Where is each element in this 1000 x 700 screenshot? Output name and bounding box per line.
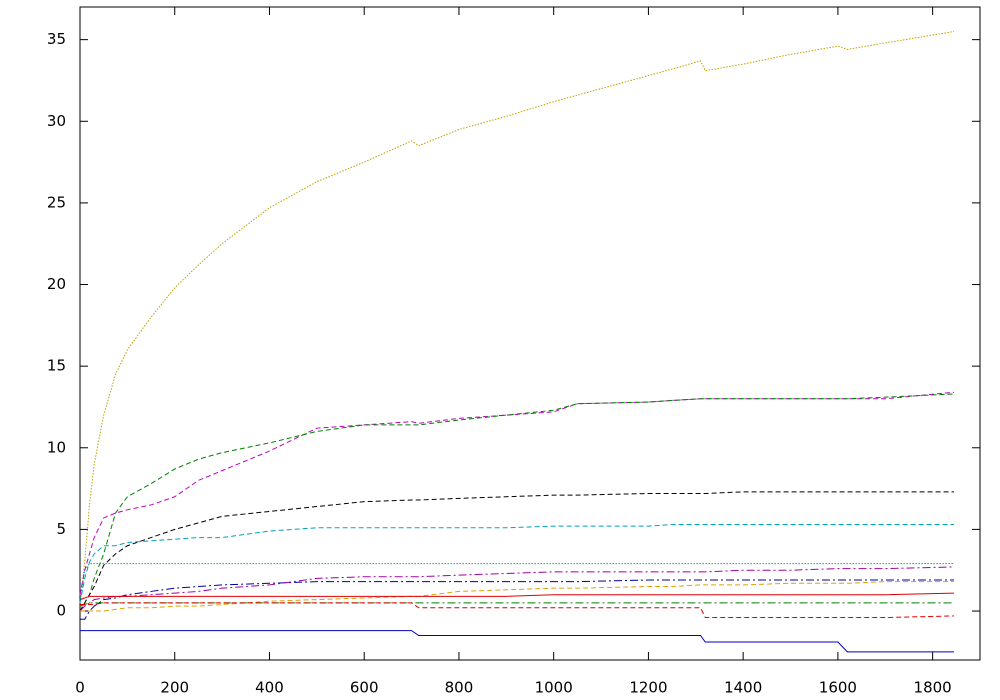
x-tick-label: 1400: [724, 679, 762, 697]
x-tick-label: 200: [160, 679, 189, 697]
series-line: [80, 579, 954, 620]
series-line: [79, 524, 954, 603]
y-tick-label: 25: [47, 193, 66, 211]
series-line: [79, 393, 954, 612]
x-tick-label: 0: [75, 679, 85, 697]
series-line: [79, 30, 955, 603]
x-tick-label: 1000: [535, 679, 573, 697]
series-line: [79, 566, 954, 612]
y-tick-label: 0: [56, 602, 66, 620]
series-line: [79, 592, 954, 601]
y-tick-label: 30: [47, 112, 66, 130]
x-tick-label: 1200: [629, 679, 667, 697]
y-tick-label: 15: [47, 357, 66, 375]
y-tick-label: 5: [56, 520, 66, 538]
x-tick-label: 400: [255, 679, 284, 697]
series-line: [80, 602, 954, 619]
series-line: [79, 391, 954, 595]
x-tick-label: 1800: [914, 679, 952, 697]
series-line: [79, 563, 954, 603]
y-tick-label: 35: [47, 30, 66, 48]
series-line: [80, 581, 954, 612]
x-tick-label: 1600: [819, 679, 857, 697]
plot-border: [79, 6, 981, 661]
y-tick-label: 20: [47, 275, 66, 293]
series-line: [80, 630, 954, 653]
x-tick-label: 800: [445, 679, 474, 697]
series-line: [79, 491, 954, 612]
y-tick-label: 10: [47, 438, 66, 456]
x-tick-label: 600: [350, 679, 379, 697]
